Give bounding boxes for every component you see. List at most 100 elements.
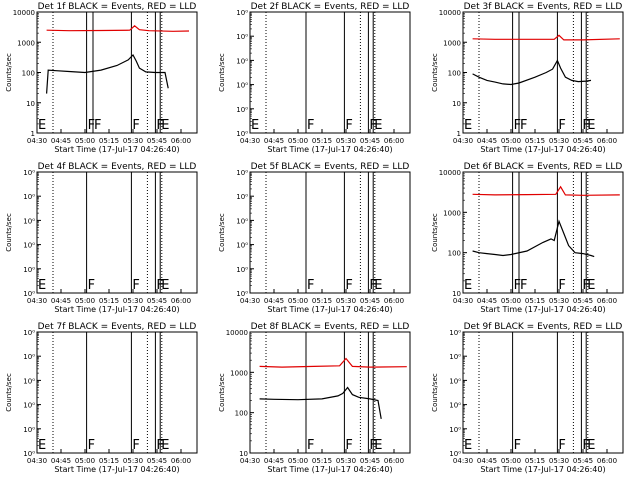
x-tick-label: 05:15 bbox=[525, 297, 545, 305]
x-tick-label: 04:45 bbox=[477, 137, 497, 145]
x-tick-label: 05:45 bbox=[360, 137, 380, 145]
flag-label: E bbox=[38, 278, 46, 293]
x-tick-label: 04:30 bbox=[27, 137, 47, 145]
flag-label: E bbox=[374, 438, 382, 453]
y-tick-label: 10 bbox=[239, 450, 248, 458]
flag-label: E bbox=[464, 278, 472, 293]
y-axis-title: Counts/sec bbox=[5, 373, 13, 412]
y-tick-label: 10⁰ bbox=[236, 290, 248, 298]
det-panel-6: Det 6f BLACK = Events, RED = LLDEFFFFE10… bbox=[431, 162, 624, 314]
panel-title: Det 5f BLACK = Events, RED = LLD bbox=[251, 162, 410, 172]
flag-label: E bbox=[161, 278, 169, 293]
panel-title: Det 2f BLACK = Events, RED = LLD bbox=[251, 2, 410, 12]
x-axis-title: Start Time (17-Jul-17 04:26:40) bbox=[54, 465, 179, 474]
y-tick-label: 10⁰ bbox=[23, 402, 35, 410]
x-tick-label: 04:30 bbox=[27, 457, 47, 465]
events-series-line bbox=[472, 219, 595, 258]
y-tick-label: 10⁰ bbox=[236, 106, 248, 114]
lld-series-line bbox=[46, 25, 190, 32]
flag-label: F bbox=[514, 278, 521, 293]
det-panel-1: Det 1f BLACK = Events, RED = LLDEFFFFE11… bbox=[5, 2, 198, 154]
y-tick-label: 10000 bbox=[439, 169, 461, 177]
x-tick-label: 05:45 bbox=[147, 297, 167, 305]
flag-label: E bbox=[374, 118, 382, 133]
flag-label: F bbox=[558, 118, 565, 133]
x-tick-label: 05:00 bbox=[75, 457, 95, 465]
det-panel-5: Det 5f BLACK = Events, RED = LLDFFFE10⁰1… bbox=[218, 162, 411, 314]
y-tick-label: 10⁰ bbox=[23, 169, 35, 177]
y-tick-label: 1 bbox=[457, 130, 461, 138]
y-tick-label: 100 bbox=[235, 410, 248, 418]
x-tick-label: 05:30 bbox=[549, 297, 569, 305]
y-tick-label: 10⁰ bbox=[449, 329, 461, 337]
x-tick-label: 05:30 bbox=[123, 297, 143, 305]
flag-label: E bbox=[38, 438, 46, 453]
x-tick-label: 05:45 bbox=[147, 137, 167, 145]
det-panel-7: Det 7f BLACK = Events, RED = LLDEFFFE10⁰… bbox=[5, 322, 198, 474]
flag-label: F bbox=[132, 438, 139, 453]
y-axis-title: Counts/sec bbox=[218, 373, 226, 412]
x-tick-label: 04:45 bbox=[477, 457, 497, 465]
y-tick-label: 10⁰ bbox=[449, 402, 461, 410]
x-tick-label: 04:30 bbox=[27, 297, 47, 305]
flag-label: F bbox=[345, 438, 352, 453]
x-tick-label: 05:30 bbox=[336, 297, 356, 305]
flag-label: E bbox=[161, 438, 169, 453]
y-tick-label: 10⁰ bbox=[23, 290, 35, 298]
x-tick-label: 05:45 bbox=[360, 297, 380, 305]
y-tick-label: 10000 bbox=[226, 329, 248, 337]
y-tick-label: 10⁰ bbox=[449, 353, 461, 361]
x-tick-label: 04:45 bbox=[477, 297, 497, 305]
x-tick-label: 05:15 bbox=[99, 297, 119, 305]
x-tick-label: 06:00 bbox=[597, 297, 617, 305]
y-tick-label: 10000 bbox=[13, 9, 35, 17]
plot-frame bbox=[249, 171, 411, 294]
x-tick-label: 06:00 bbox=[171, 137, 191, 145]
y-tick-label: 10⁰ bbox=[23, 193, 35, 201]
flag-label: F bbox=[514, 438, 521, 453]
x-tick-label: 05:45 bbox=[147, 457, 167, 465]
plot-frame bbox=[36, 331, 198, 454]
panel-title: Det 6f BLACK = Events, RED = LLD bbox=[464, 162, 623, 172]
x-tick-label: 05:30 bbox=[549, 457, 569, 465]
x-tick-label: 04:45 bbox=[51, 297, 71, 305]
y-tick-label: 10⁰ bbox=[236, 193, 248, 201]
y-axis-title: Counts/sec bbox=[431, 213, 439, 252]
flag-label: F bbox=[307, 278, 314, 293]
flag-label: E bbox=[464, 438, 472, 453]
flag-label: F bbox=[558, 438, 565, 453]
x-tick-label: 04:45 bbox=[264, 457, 284, 465]
y-tick-label: 10 bbox=[26, 100, 35, 108]
x-tick-label: 05:15 bbox=[312, 297, 332, 305]
panel-title: Det 8f BLACK = Events, RED = LLD bbox=[251, 322, 410, 332]
flag-label: F bbox=[132, 118, 139, 133]
y-tick-label: 100 bbox=[22, 70, 35, 78]
x-tick-label: 05:00 bbox=[75, 137, 95, 145]
events-series-line bbox=[259, 386, 382, 420]
x-tick-label: 05:00 bbox=[288, 137, 308, 145]
x-tick-label: 05:45 bbox=[573, 457, 593, 465]
flag-label: E bbox=[161, 118, 169, 133]
x-tick-label: 04:45 bbox=[51, 137, 71, 145]
x-axis-title: Start Time (17-Jul-17 04:26:40) bbox=[267, 465, 392, 474]
x-tick-label: 05:30 bbox=[336, 137, 356, 145]
x-axis-title: Start Time (17-Jul-17 04:26:40) bbox=[267, 145, 392, 154]
x-tick-label: 04:30 bbox=[240, 457, 260, 465]
panel-title: Det 1f BLACK = Events, RED = LLD bbox=[38, 2, 197, 12]
y-tick-label: 10⁰ bbox=[449, 450, 461, 458]
lld-series-line bbox=[472, 185, 620, 196]
x-tick-label: 06:00 bbox=[384, 457, 404, 465]
y-axis-title: Counts/sec bbox=[218, 213, 226, 252]
plot-frame bbox=[462, 11, 624, 134]
events-series-line bbox=[46, 53, 169, 94]
x-tick-label: 06:00 bbox=[384, 297, 404, 305]
x-tick-label: 05:45 bbox=[573, 297, 593, 305]
y-tick-label: 10⁰ bbox=[236, 33, 248, 41]
flag-label: F bbox=[94, 118, 101, 133]
det-panel-3: Det 3f BLACK = Events, RED = LLDEFFFFE11… bbox=[431, 2, 624, 154]
y-tick-label: 10 bbox=[452, 100, 461, 108]
x-tick-label: 05:00 bbox=[288, 297, 308, 305]
y-tick-label: 10⁰ bbox=[23, 426, 35, 434]
x-tick-label: 05:00 bbox=[501, 137, 521, 145]
plot-frame bbox=[249, 331, 411, 454]
